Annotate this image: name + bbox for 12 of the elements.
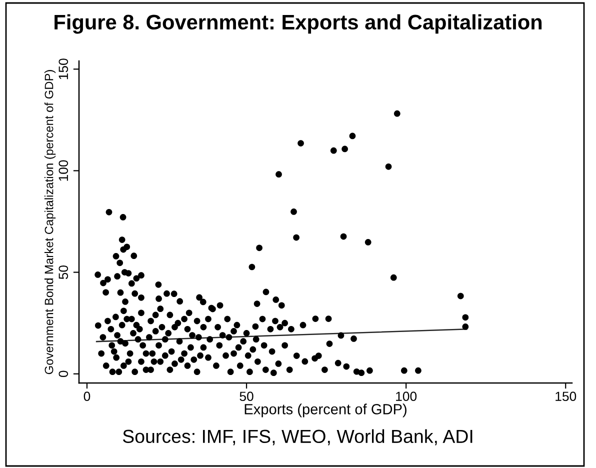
- x-tick-label: 50: [240, 392, 254, 402]
- source-note: Sources: IMF, IFS, WEO, World Bank, ADI: [122, 429, 472, 446]
- x-tick-label: 0: [84, 392, 90, 402]
- y-tick-label: 100: [58, 160, 68, 181]
- x-tick-label: 100: [396, 392, 417, 402]
- y-tick-label: 50: [58, 265, 68, 280]
- chart-title: Figure 8. Government: Exports and Capitalization: [54, 14, 542, 34]
- x-axis-title: Exports (percent of GDP): [244, 404, 406, 418]
- y-axis-title: Government Bond Market Capitalization (percent of GDP): [44, 70, 56, 374]
- y-tick-label: 150: [58, 58, 68, 80]
- y-tick-label: 0: [58, 370, 68, 378]
- x-tick-label: 150: [556, 392, 576, 402]
